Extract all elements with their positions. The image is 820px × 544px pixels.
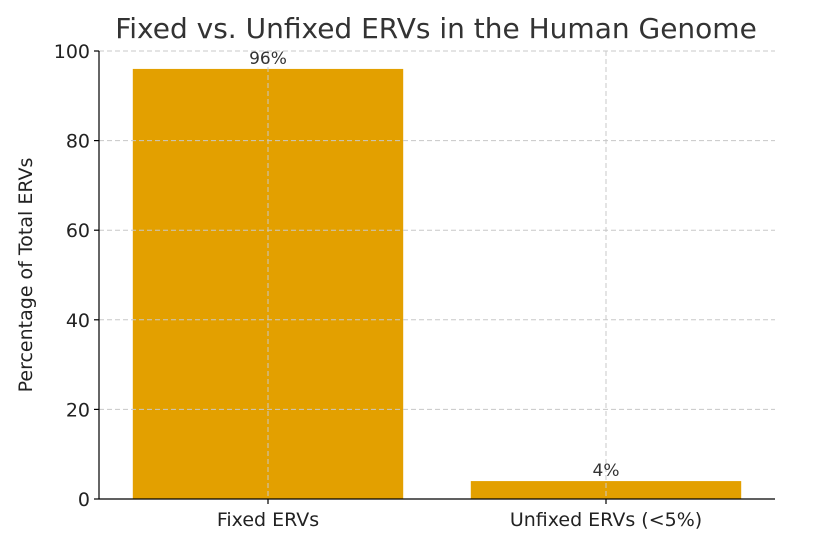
y-tick-label: 20 [66,399,90,421]
y-tick-label: 0 [78,489,90,511]
y-tick-label: 100 [54,41,90,63]
bar [470,481,742,499]
x-tick-label: Unfixed ERVs (<5%) [510,509,702,531]
y-axis-label: Percentage of Total ERVs [15,158,37,393]
bar-layer [132,68,742,500]
y-tick-label: 80 [66,131,90,153]
data-label: 4% [593,461,620,481]
y-tick-label: 60 [66,220,90,242]
x-tick-label: Fixed ERVs [217,509,319,531]
data-label: 96% [249,49,287,69]
tick-layer: Fixed ERVs Unfixed ERVs (<5%) 0 20 40 60 80 100 [54,41,702,531]
axis-layer [98,51,775,500]
data-label-layer: 96% 4% [249,49,619,481]
y-tick-label: 40 [66,310,90,332]
grid-front-layer [99,50,775,499]
chart-title: Fixed vs. Unfixed ERVs in the Human Geno… [115,12,757,45]
